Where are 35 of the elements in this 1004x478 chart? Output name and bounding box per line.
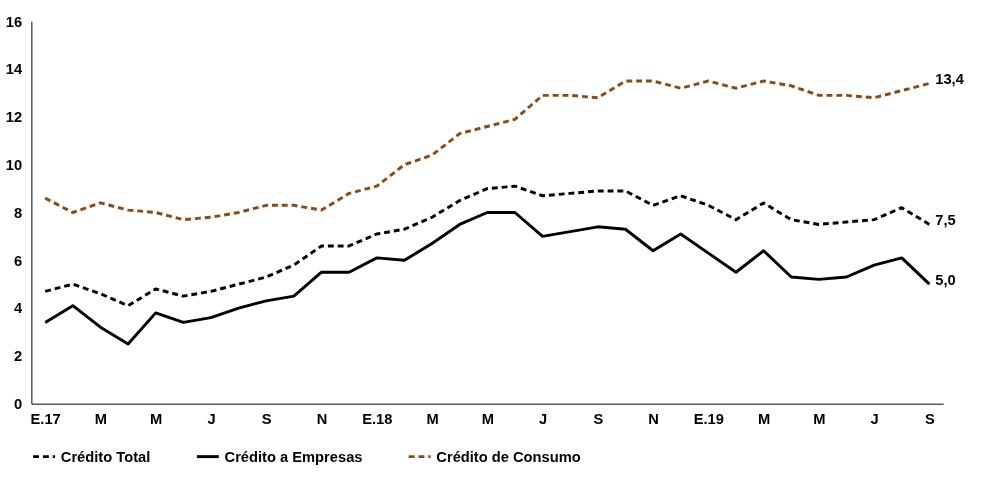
x-tick-label: E.19 [693, 410, 724, 427]
data-label: 7,5 [935, 212, 956, 229]
x-tick-label: E.17 [30, 410, 61, 427]
x-tick-label: S [924, 410, 935, 427]
line-series [43, 79, 931, 222]
line-series [43, 184, 931, 308]
y-tick-label: 12 [5, 109, 23, 126]
line-series [43, 211, 931, 346]
x-tick-label: M [426, 410, 439, 427]
x-tick-label: S [261, 410, 272, 427]
data-label: 5,0 [935, 272, 956, 289]
legend-label: Crédito Total [60, 448, 151, 465]
legend-label: Crédito de Consumo [436, 448, 581, 465]
x-tick-label: M [150, 410, 163, 427]
y-tick-label: 4 [13, 300, 23, 317]
x-tick-label: J [207, 410, 216, 427]
legend-label: Crédito a Empresas [224, 448, 363, 465]
x-tick-label: E.18 [362, 410, 393, 427]
y-tick-label: 2 [13, 348, 23, 365]
x-tick-label: J [870, 410, 879, 427]
x-tick-label: M [94, 410, 108, 427]
x-tick-label: N [648, 410, 659, 427]
data-label: 13,4 [935, 71, 965, 88]
y-tick-label: 10 [5, 157, 23, 174]
x-tick-label: S [593, 410, 604, 427]
x-tick-label: J [538, 410, 548, 427]
y-tick-label: 6 [13, 252, 23, 269]
y-tick-label: 8 [13, 204, 23, 221]
x-tick-label: M [813, 410, 826, 427]
x-tick-label: M [757, 410, 771, 427]
x-tick-label: M [481, 410, 494, 427]
y-tick-label: 14 [5, 61, 23, 78]
x-tick-label: N [316, 410, 328, 427]
y-tick-label: 0 [13, 396, 23, 413]
y-tick-label: 16 [5, 13, 23, 30]
